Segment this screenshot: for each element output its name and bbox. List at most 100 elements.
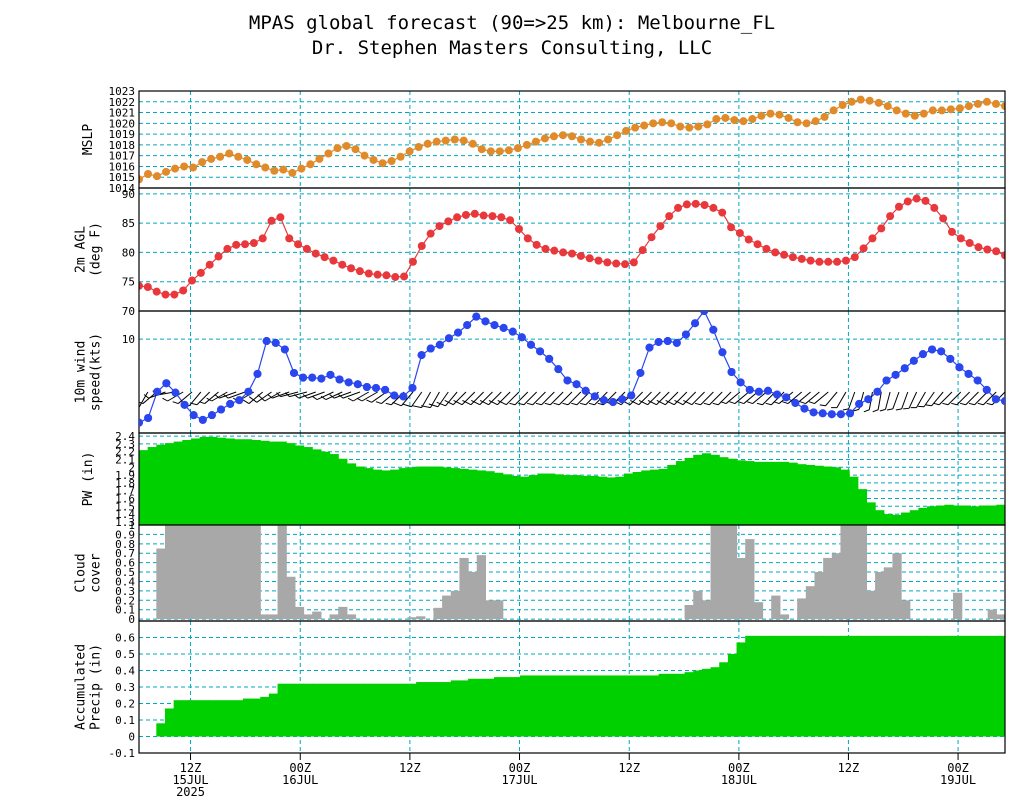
data-bar — [208, 525, 218, 620]
data-bar — [390, 683, 400, 737]
data-point — [572, 380, 581, 389]
data-point — [663, 337, 672, 346]
data-point — [780, 250, 789, 259]
data-bar — [364, 468, 374, 525]
data-point — [267, 216, 276, 225]
data-point — [244, 387, 253, 396]
data-point — [667, 119, 676, 128]
data-point — [850, 253, 859, 262]
data-point — [490, 321, 499, 330]
data-point — [559, 248, 568, 257]
x-tick-label: 18JUL — [721, 773, 757, 787]
data-bar — [727, 654, 738, 737]
wind-barb — [188, 391, 202, 407]
data-bar — [355, 683, 365, 737]
data-bar — [866, 502, 876, 525]
wind-barb-feather — [694, 402, 701, 406]
data-bar — [719, 525, 729, 620]
data-bar — [528, 675, 538, 737]
wind-barb — [361, 391, 378, 402]
data-point — [189, 163, 198, 172]
y-tick-label: 0.5 — [115, 566, 135, 579]
data-point — [873, 387, 882, 396]
data-bar — [485, 678, 495, 737]
wind-barb-feather — [267, 394, 273, 399]
panel-4: 00.10.20.30.40.50.60.70.80.91 Cloud cover — [74, 519, 1006, 626]
data-bar — [953, 635, 963, 737]
data-bar — [641, 470, 651, 525]
data-point — [788, 253, 797, 262]
data-point — [882, 376, 891, 385]
data-point — [468, 139, 477, 148]
data-bar — [597, 675, 608, 737]
wind-barb-feather — [223, 394, 229, 399]
y-axis-label: 2m AGL — [74, 226, 89, 273]
data-bar — [433, 466, 443, 525]
y-axis-label: Accumulated — [74, 644, 89, 730]
y-tick-label: 1019 — [109, 128, 136, 141]
wind-barb — [709, 391, 723, 406]
data-bar — [520, 476, 530, 525]
data-point — [320, 253, 329, 262]
y-tick-label: 1.8 — [115, 477, 135, 490]
data-point — [470, 209, 479, 218]
data-bar — [251, 698, 261, 737]
data-bar — [234, 525, 244, 620]
data-point — [353, 380, 362, 389]
data-point — [558, 131, 567, 140]
data-bar — [857, 635, 868, 737]
wind-barb-feather — [509, 402, 516, 406]
wind-barb-feather — [526, 402, 533, 406]
data-point — [700, 311, 709, 315]
data-point — [629, 258, 638, 267]
wind-barb-feather — [191, 402, 198, 406]
data-bar — [710, 525, 720, 620]
data-bar — [156, 548, 166, 620]
data-bar — [502, 474, 512, 525]
wind-barb — [177, 391, 193, 404]
data-point — [964, 102, 973, 111]
wind-barb — [470, 391, 484, 406]
data-bar — [753, 602, 764, 620]
data-point — [937, 106, 946, 115]
wind-barb — [488, 391, 502, 406]
data-point — [753, 240, 762, 249]
data-point — [910, 111, 919, 120]
data-point — [144, 169, 153, 178]
panel-frame — [138, 187, 1006, 312]
data-point — [809, 408, 818, 417]
y-tick-label: 1017 — [109, 150, 136, 163]
data-point — [408, 383, 417, 392]
data-point — [461, 210, 470, 219]
data-point — [618, 395, 627, 404]
data-bar — [459, 468, 469, 525]
data-point — [540, 134, 549, 143]
data-bar — [736, 557, 746, 620]
data-bar — [398, 683, 409, 737]
data-point — [315, 154, 324, 163]
wind-barb — [956, 391, 971, 406]
data-bar — [346, 614, 357, 620]
data-point — [306, 160, 315, 169]
wind-barb-feather — [720, 401, 727, 405]
data-bar — [329, 454, 339, 525]
data-point — [982, 97, 991, 106]
data-bar — [563, 675, 573, 737]
data-bar — [935, 635, 945, 737]
y-tick-label: 1020 — [109, 117, 136, 130]
y-tick-label: 0.6 — [115, 557, 135, 570]
panel-1: 70 75 80 85 90 2m AGL (deg F) — [74, 187, 1006, 318]
data-bar — [303, 614, 313, 620]
data-bar — [693, 454, 703, 525]
wind-barb-feather — [712, 402, 719, 406]
data-bar — [987, 635, 997, 737]
wind-barb — [836, 391, 847, 408]
data-bar — [805, 635, 816, 737]
wind-barb — [974, 391, 988, 406]
data-bar — [173, 441, 183, 525]
data-bar — [277, 683, 287, 737]
data-point — [223, 244, 232, 253]
wind-barb-feather — [402, 403, 412, 408]
wind-barb-feather — [895, 408, 902, 411]
